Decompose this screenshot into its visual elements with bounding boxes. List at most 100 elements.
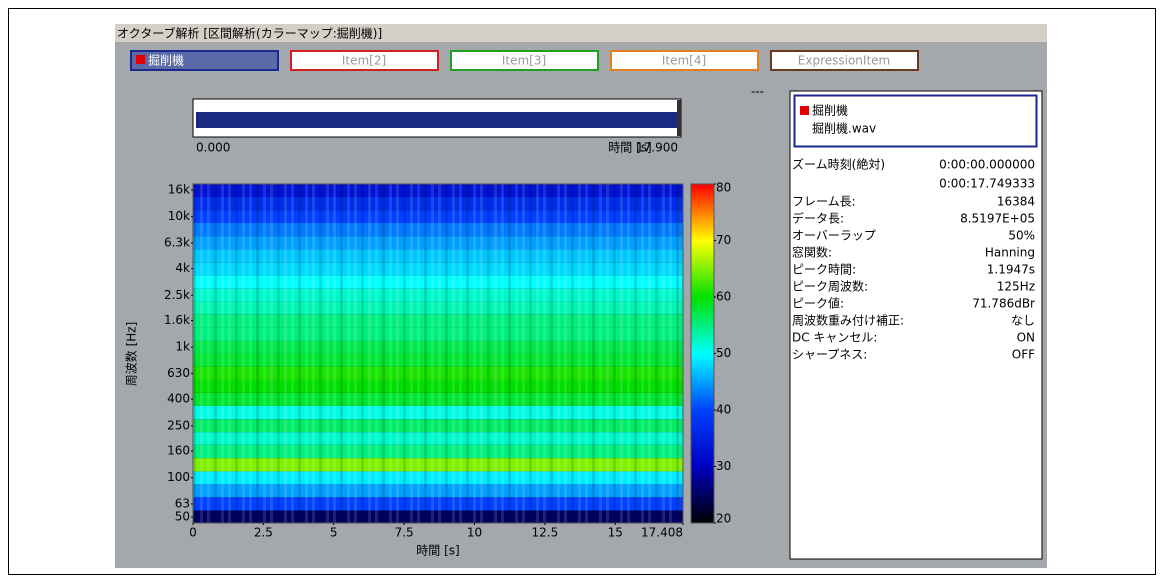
- x-tick-label: 7.5: [395, 526, 414, 540]
- texture-stripe: [522, 184, 525, 523]
- info-value: 50%: [1008, 229, 1035, 243]
- texture-stripe: [473, 184, 476, 523]
- tab-label: Item[2]: [342, 54, 386, 68]
- x-tick-label: 15: [608, 526, 623, 540]
- zoom-start: 0:00:00.000000: [939, 158, 1035, 172]
- texture-stripe: [676, 184, 679, 523]
- texture-stripe: [543, 184, 546, 523]
- info-value: 8.5197E+05: [960, 212, 1035, 226]
- info-label: オーバーラップ: [792, 229, 876, 243]
- info-value: 125Hz: [997, 280, 1035, 294]
- texture-stripe: [592, 184, 595, 523]
- x-tick-label: 0: [189, 526, 197, 540]
- texture-stripe: [298, 184, 301, 523]
- texture-stripe: [613, 184, 616, 523]
- texture-stripe: [403, 184, 406, 523]
- texture-stripe: [200, 184, 203, 523]
- texture-stripe: [501, 184, 504, 523]
- tab-label: Item[4]: [662, 54, 706, 68]
- x-tick-label: 17.408: [641, 526, 683, 540]
- texture-stripe: [214, 184, 217, 523]
- tab-label: 掘削機: [148, 53, 184, 68]
- tab-swatch: [136, 55, 145, 64]
- info-label: DC キャンセル:: [792, 331, 877, 345]
- texture-stripe: [396, 184, 399, 523]
- info-label: 窓関数:: [792, 245, 832, 260]
- texture-stripe: [270, 184, 273, 523]
- texture-stripe: [382, 184, 385, 523]
- texture-stripe: [494, 184, 497, 523]
- y-tick-label: 4k: [175, 261, 190, 275]
- info-value: Hanning: [985, 246, 1035, 260]
- texture-stripe: [431, 184, 434, 523]
- texture-stripe: [578, 184, 581, 523]
- info-value: ON: [1017, 331, 1035, 345]
- texture-stripe: [228, 184, 231, 523]
- x-tick-label: 10: [467, 526, 482, 540]
- y-tick-label: 16k: [168, 183, 190, 197]
- texture-stripe: [284, 184, 287, 523]
- texture-stripe: [536, 184, 539, 523]
- texture-stripe: [438, 184, 441, 523]
- texture-stripe: [417, 184, 420, 523]
- texture-stripe: [326, 184, 329, 523]
- info-label: データ長:: [792, 211, 844, 226]
- y-tick-label: 1k: [175, 340, 190, 354]
- texture-stripe: [655, 184, 658, 523]
- texture-stripe: [249, 184, 252, 523]
- tab-label: ExpressionItem: [798, 54, 890, 68]
- texture-stripe: [333, 184, 336, 523]
- overview-handle: [677, 100, 681, 136]
- texture-stripe: [606, 184, 609, 523]
- texture-stripe: [627, 184, 630, 523]
- colorbar-label: 20: [716, 512, 731, 526]
- texture-stripe: [305, 184, 308, 523]
- texture-stripe: [557, 184, 560, 523]
- texture-stripe: [571, 184, 574, 523]
- texture-stripe: [354, 184, 357, 523]
- screen: オクターブ解析 [区間解析(カラーマップ:掘削機)] --- 掘削機 掘削機.w…: [0, 0, 1166, 581]
- texture-stripe: [256, 184, 259, 523]
- texture-stripe: [242, 184, 245, 523]
- info-value: OFF: [1012, 348, 1035, 362]
- colorbar-label: 50: [716, 346, 731, 360]
- texture-stripe: [368, 184, 371, 523]
- y-tick-label: 50: [175, 510, 190, 524]
- texture-stripe: [312, 184, 315, 523]
- y-tick-label: 63: [175, 496, 190, 510]
- texture-stripe: [662, 184, 665, 523]
- y-tick-label: 400: [167, 392, 190, 406]
- info-value: 16384: [997, 195, 1035, 209]
- texture-stripe: [277, 184, 280, 523]
- texture-stripe: [508, 184, 511, 523]
- texture-stripe: [410, 184, 413, 523]
- texture-stripe: [564, 184, 567, 523]
- info-label: ピーク時間:: [792, 263, 856, 277]
- x-tick-label: 2.5: [254, 526, 273, 540]
- texture-stripe: [550, 184, 553, 523]
- texture-stripe: [620, 184, 623, 523]
- zoom-end: 0:00:17.749333: [939, 177, 1035, 191]
- colorbar-label: 30: [716, 459, 731, 473]
- info-label: ピーク値:: [792, 296, 844, 311]
- texture-stripe: [641, 184, 644, 523]
- y-tick-label: 1.6k: [164, 313, 190, 327]
- info-label: ピーク周波数:: [792, 279, 868, 294]
- window-title: オクターブ解析 [区間解析(カラーマップ:掘削機)]: [117, 26, 382, 41]
- texture-stripe: [648, 184, 651, 523]
- zoom-label: ズーム時刻(絶対): [792, 157, 885, 172]
- y-tick-label: 630: [167, 366, 190, 380]
- texture-stripe: [480, 184, 483, 523]
- x-tick-label: 12.5: [531, 526, 558, 540]
- y-tick-label: 10k: [168, 209, 190, 223]
- texture-stripe: [529, 184, 532, 523]
- texture-stripe: [221, 184, 224, 523]
- texture-stripe: [424, 184, 427, 523]
- texture-stripe: [263, 184, 266, 523]
- texture-stripe: [445, 184, 448, 523]
- texture-stripe: [235, 184, 238, 523]
- texture-stripe: [459, 184, 462, 523]
- texture-stripe: [599, 184, 602, 523]
- marker: ---: [751, 85, 764, 99]
- y-tick-label: 2.5k: [164, 288, 190, 302]
